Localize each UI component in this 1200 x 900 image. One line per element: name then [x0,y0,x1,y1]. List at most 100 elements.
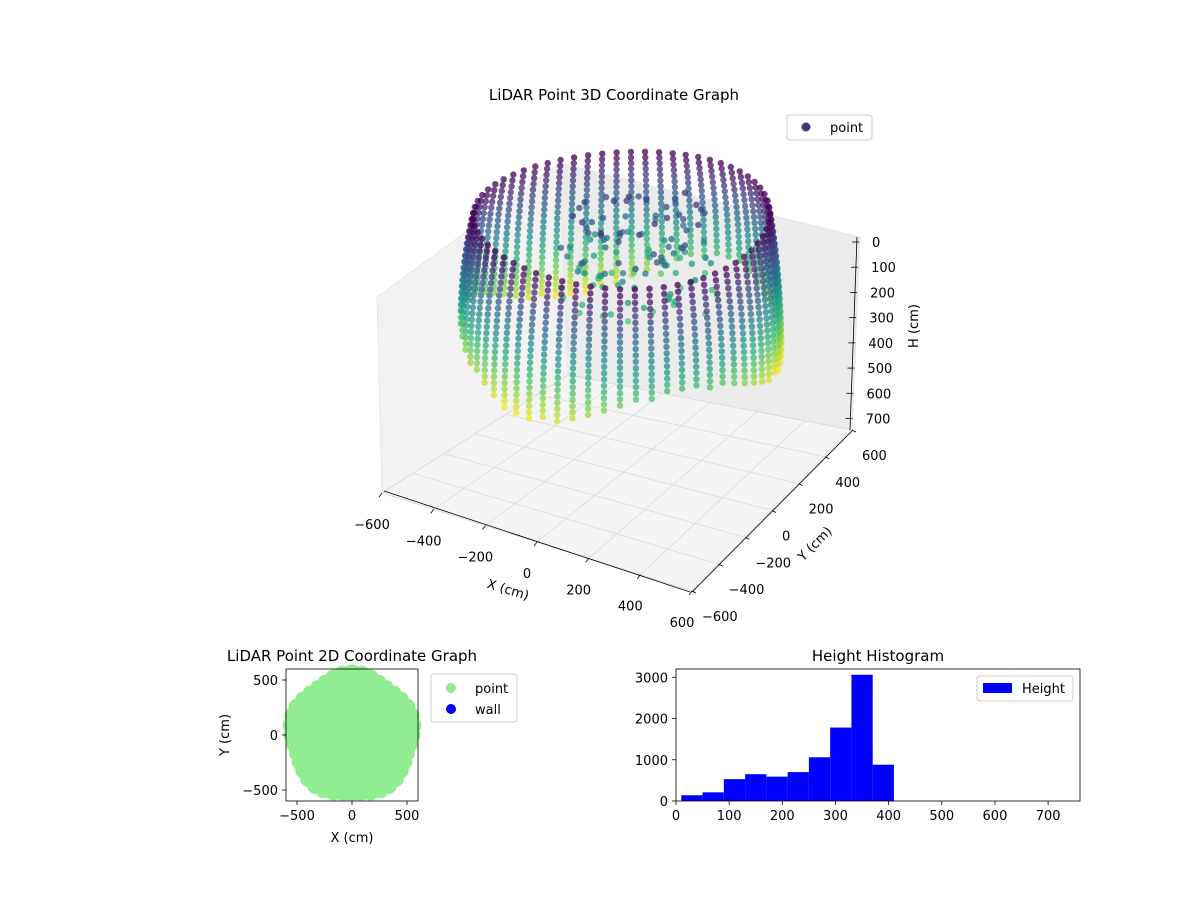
point-2d-body [289,672,415,798]
point-3d [574,268,582,275]
point-3d [706,156,714,163]
point-3d [703,308,710,315]
point-3d [569,384,576,391]
point-3d [714,290,721,297]
point-3d [616,377,624,384]
point-3d [658,224,665,231]
point-3d [492,248,499,255]
point-3d [686,203,693,210]
point-3d [721,188,728,195]
point-3d [706,353,713,360]
point-3d [538,266,546,273]
point-3d [490,379,498,386]
z-tick-label-3d: 200 [870,286,895,301]
point-3d [734,221,742,228]
point-3d [525,402,533,410]
point-3d [487,279,495,287]
point-3d [554,393,561,400]
point-3d [483,323,490,331]
point-3d [751,178,758,185]
point-3d [735,285,743,292]
point-3d [490,385,498,393]
point-3d [488,273,495,280]
point-3d [491,186,498,194]
point-3d [597,244,605,251]
point-3d [602,244,609,251]
point-3d [643,211,650,219]
point-3d [677,334,685,342]
point-3d [729,330,736,337]
point-3d [532,270,540,277]
point-3d [571,327,578,334]
point-3d [761,296,769,303]
point-3d [567,272,574,279]
point-3d [628,247,635,255]
point-3d [569,188,576,196]
point-3d [553,250,560,258]
point-3d [584,411,592,419]
point-3d [567,290,574,297]
point-3d [676,308,683,315]
point-3d [734,272,741,280]
point-3d [671,195,679,202]
point-3d [531,169,538,176]
point-3d [526,365,534,373]
point-3d [758,366,766,373]
point-3d [529,315,536,322]
x-tick-label-3d: −600 [354,518,390,533]
point-3d [747,304,754,311]
point-3d [695,159,703,166]
histogram-bar [745,774,767,801]
point-3d [724,217,731,224]
point-3d [647,325,654,333]
histogram-title: Height Histogram [812,647,944,665]
point-3d [656,160,663,167]
point-3d [482,198,489,205]
point-3d [540,357,548,365]
point-3d [467,272,474,279]
point-3d [685,179,692,187]
point-3d [766,282,773,290]
point-3d [502,242,510,249]
point-3d [489,198,496,205]
point-3d [735,239,743,246]
point-3d [616,396,624,403]
point-3d [508,272,516,280]
axes-2d: −500−500 0 0 500 500 [242,674,419,824]
point-3d [648,358,655,365]
chart-histogram: Height Histogram 0 100 200 300 400 500 600 7000… [635,647,1081,824]
point-3d [713,283,720,291]
point-3d [616,383,624,391]
point-3d [655,149,663,156]
point-3d [527,340,535,347]
legend-histogram-frame [976,675,1074,702]
point-3d [650,251,657,258]
point-3d [557,304,564,311]
point-3d [600,395,608,402]
point-3d [585,386,592,394]
scatter-2d-points [282,664,422,801]
point-3d [528,334,535,341]
point-3d [470,247,478,255]
point-3d [539,242,546,249]
point-3d [582,282,589,289]
point-3d [717,159,724,167]
point-3d [750,207,757,215]
point-3d [763,321,771,328]
point-3d [760,284,767,291]
point-3d [678,373,686,380]
point-3d [583,224,590,232]
y-tick-label-2d: 500 [253,674,278,689]
point-3d [674,288,682,295]
point-3d [757,219,765,226]
point-3d [648,377,655,384]
point-3d [751,219,758,227]
point-3d [648,364,655,371]
y-tick-label-histogram: 3000 [635,671,668,686]
point-3d [628,212,635,219]
point-3d [712,207,719,215]
point-3d [597,229,604,237]
point-3d [700,228,708,236]
point-3d [727,310,735,318]
point-3d [554,209,561,216]
